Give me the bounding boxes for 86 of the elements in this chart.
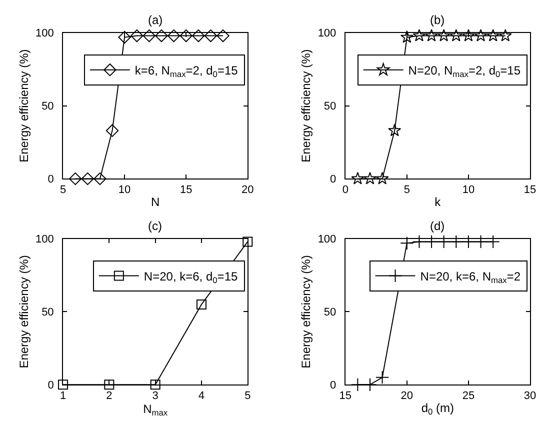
point: [130, 29, 144, 42]
x-tick-label: 0: [342, 184, 348, 196]
point: [106, 124, 119, 137]
point: [150, 380, 160, 390]
y-axis-title: Energy efficiency (%): [299, 49, 314, 162]
point: [375, 370, 390, 384]
y-tick-label: 100: [35, 28, 54, 40]
point: [388, 124, 402, 136]
point: [204, 29, 218, 42]
point: [450, 29, 463, 42]
point: [437, 234, 451, 249]
point: [192, 29, 205, 42]
chart-title: (d): [430, 219, 445, 233]
x-tick-label: 4: [198, 390, 205, 402]
point: [474, 29, 488, 42]
x-axis-title: N: [150, 194, 160, 209]
point: [180, 29, 192, 42]
chart-title: (a): [148, 13, 163, 27]
y-axis-title: Energy efficiency (%): [299, 255, 314, 368]
x-tick-label: 1: [60, 390, 66, 402]
legend-label: k=6, N$_{max}$=2, d$_{0}$=15: [134, 64, 238, 80]
point: [94, 172, 106, 186]
y-tick-label: 0: [48, 174, 54, 186]
point: [58, 380, 68, 390]
legend-label: N=20, k=6, N$_{max}$=2: [420, 269, 521, 285]
x-tick-label: 15: [180, 184, 192, 196]
x-tick-label: 2: [106, 390, 112, 402]
y-tick-label: 100: [318, 28, 336, 40]
y-tick-label: 50: [42, 100, 54, 113]
point: [400, 30, 414, 43]
point: [412, 234, 426, 249]
point: [462, 29, 475, 42]
x-tick-label: 20: [400, 390, 414, 402]
x-axis-title: N$_{max}$: [143, 402, 168, 418]
x-tick-label: 20: [242, 184, 254, 196]
point: [242, 236, 253, 247]
y-tick-label: 0: [330, 174, 336, 186]
point: [167, 29, 180, 42]
point: [412, 29, 426, 42]
y-tick-label: 0: [330, 380, 336, 392]
x-tick-label: 3: [152, 390, 158, 402]
point: [486, 234, 500, 249]
point: [376, 172, 389, 184]
x-tick-label: 10: [118, 184, 131, 196]
x-tick-label: 25: [462, 390, 475, 402]
point: [425, 29, 438, 42]
y-tick-label: 100: [35, 234, 54, 246]
point: [196, 299, 206, 310]
x-tick-label: 5: [404, 184, 410, 196]
x-axis-title: d$_{0}$ (m): [421, 400, 454, 416]
x-tick-label: 5: [244, 390, 251, 402]
x-tick-label: 15: [339, 390, 352, 402]
y-tick-label: 50: [324, 100, 336, 113]
point: [104, 380, 114, 390]
x-tick-label: 15: [524, 184, 536, 196]
chart-title: (b): [430, 13, 445, 27]
y-axis-title: Energy efficiency (%): [16, 255, 31, 368]
point: [81, 172, 94, 186]
point: [118, 30, 131, 44]
point: [400, 236, 414, 250]
point: [449, 234, 463, 249]
point: [437, 29, 450, 42]
point: [486, 29, 500, 42]
point: [424, 234, 438, 249]
x-tick-label: 10: [462, 184, 475, 196]
y-tick-label: 0: [48, 380, 54, 392]
legend-label: N=20, N$_{max}$=2, d$_{0}$=15: [408, 64, 521, 80]
x-tick-label: 30: [524, 390, 536, 402]
y-tick-label: 100: [318, 234, 336, 246]
chart-title: (c): [148, 219, 162, 233]
legend-label: N=20, k=6, d$_{0}$=15: [144, 269, 238, 285]
y-tick-label: 50: [42, 306, 54, 319]
point: [142, 29, 156, 42]
point: [68, 172, 82, 186]
point: [350, 378, 364, 392]
point: [216, 29, 230, 42]
x-tick-label: 5: [60, 184, 66, 196]
y-axis-title: Energy efficiency (%): [16, 49, 31, 162]
point: [351, 172, 364, 184]
point: [155, 29, 168, 42]
x-axis-title: k: [434, 194, 442, 209]
point: [474, 234, 488, 249]
point: [462, 234, 476, 249]
y-tick-label: 50: [324, 306, 336, 319]
point: [498, 29, 512, 42]
point: [364, 172, 376, 184]
